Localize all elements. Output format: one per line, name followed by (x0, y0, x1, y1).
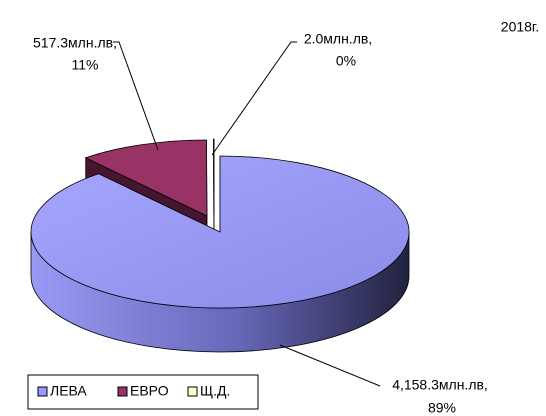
leader-line (211, 41, 297, 156)
legend-label: Щ.Д. (200, 383, 230, 399)
slice (30, 155, 410, 309)
legend-swatch (37, 386, 48, 397)
legend: ЛЕВА ЕВРО Щ.Д. (37, 383, 230, 399)
slice (213, 138, 215, 216)
data-label: 517.3млн.лв, (33, 35, 117, 51)
legend-label: ЕВРО (130, 383, 169, 399)
legend-swatch (187, 386, 198, 397)
legend-swatch (117, 386, 128, 397)
data-label: 2.0млн.лв, (304, 31, 372, 47)
legend-box (27, 374, 259, 410)
leader-line (113, 41, 159, 151)
slice (84, 139, 208, 217)
data-labels: 4,158.3млн.лв, 89% 517.3млн.лв, 11% 2.0млн.л… (33, 31, 488, 416)
pie (30, 138, 410, 353)
data-label-percent: 11% (72, 57, 99, 73)
leader-line (279, 344, 381, 387)
legend-label: ЛЕВА (50, 383, 87, 399)
data-label: 4,158.3млн.лв, (392, 377, 488, 393)
data-label-percent: 0% (336, 53, 356, 69)
data-label-percent: 89% (428, 400, 456, 416)
chart-title: 2018г. (501, 19, 539, 35)
